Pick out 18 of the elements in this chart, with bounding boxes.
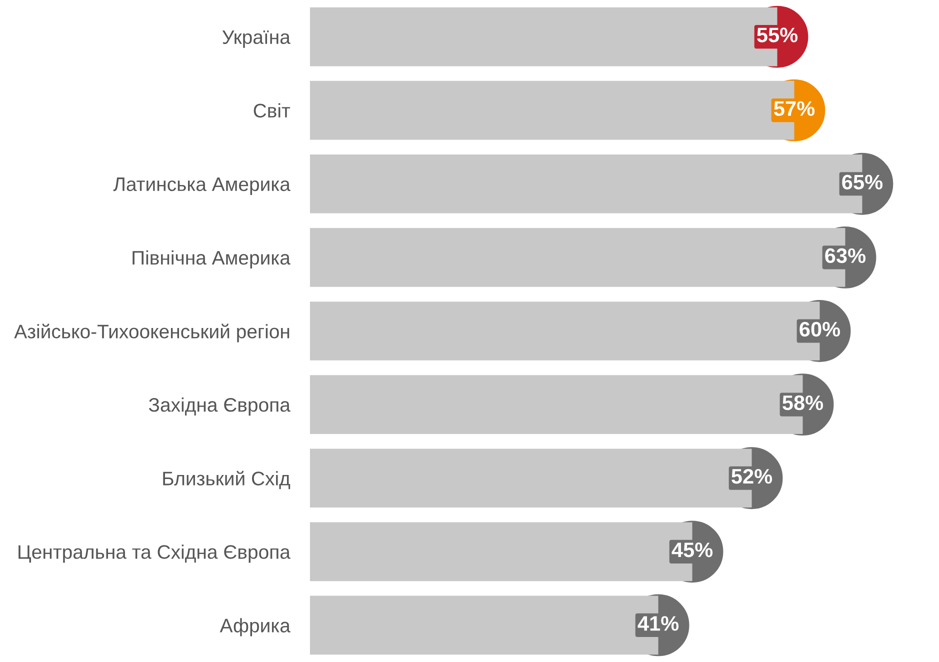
data-label: 52%	[732, 468, 772, 484]
data-label: 57%	[774, 101, 815, 116]
y-tick-label: Африка	[220, 618, 290, 636]
y-tick-label: Азійсько-Тихоокенський регіон	[14, 324, 290, 342]
y-tick-label: Латинська Америка	[113, 178, 290, 195]
data-label: 55%	[757, 28, 798, 42]
y-tick-label: Україна	[222, 30, 290, 48]
data-label: 63%	[825, 248, 866, 264]
y-tick-label: Центральна та Східна Європа	[18, 544, 290, 563]
data-label: 45%	[672, 542, 713, 558]
data-label: 65%	[842, 174, 883, 190]
y-tick-label: Північна Америка	[132, 250, 290, 269]
y-tick-label: Західна Європа	[148, 398, 290, 416]
y-tick-label: Близький Схід	[163, 470, 290, 490]
data-label: 60%	[800, 322, 840, 337]
data-label: 58%	[782, 395, 824, 410]
y-tick-label: Світ	[254, 103, 290, 118]
data-label: 41%	[638, 616, 679, 631]
